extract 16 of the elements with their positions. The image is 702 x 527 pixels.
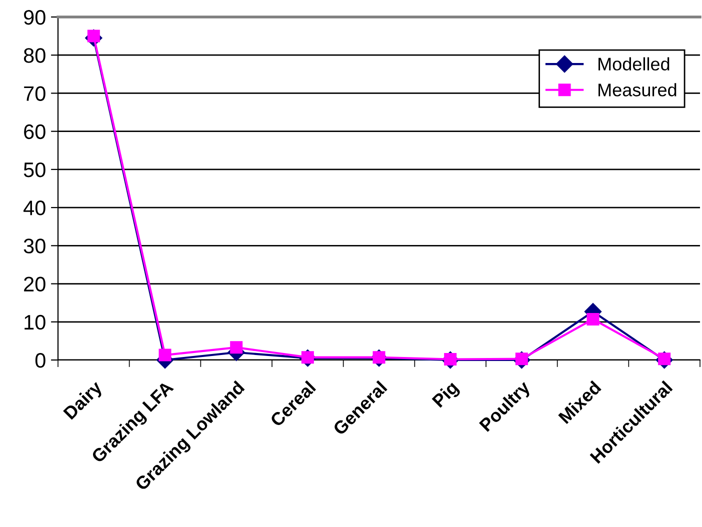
point (158, 348, 172, 362)
y-tick-label: 10 (24, 314, 46, 330)
y-tick-label: 0 (35, 353, 46, 368)
y-tick-label: 80 (24, 48, 46, 63)
point (586, 312, 600, 326)
y-tick-label: 90 (24, 10, 46, 25)
y-tick-label: 50 (24, 162, 46, 178)
y-tick-label: 60 (24, 124, 46, 140)
legend-label: Modelled (598, 57, 670, 71)
point (230, 341, 243, 354)
x-tick-label: Pig (431, 380, 462, 410)
y-tick-label: 70 (24, 86, 46, 101)
y-tick-label: 30 (24, 238, 46, 254)
legend-label: Measured (598, 83, 676, 96)
y-tick-label: 40 (24, 200, 46, 216)
y-tick-label: 20 (24, 276, 46, 292)
